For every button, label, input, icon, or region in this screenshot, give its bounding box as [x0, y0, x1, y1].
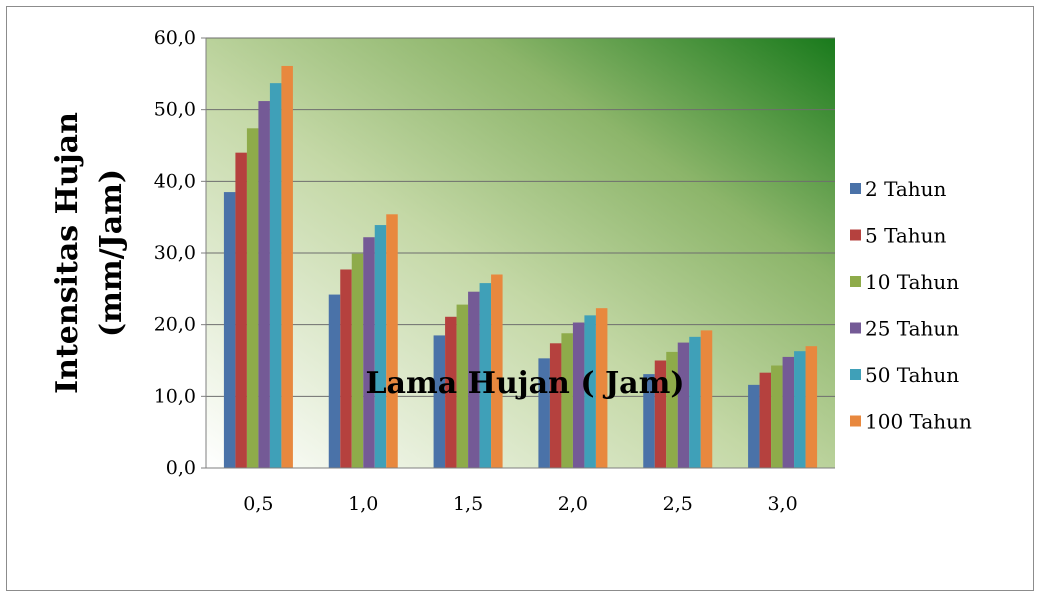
bar — [643, 374, 655, 468]
x-tick-label: 2,0 — [558, 493, 588, 515]
x-tick-label: 2,5 — [663, 493, 693, 515]
legend-label: 100 Tahun — [865, 410, 972, 434]
legend-label: 10 Tahun — [865, 270, 959, 294]
bar — [654, 360, 667, 468]
bar — [748, 384, 760, 468]
bar — [328, 294, 341, 468]
bar — [584, 315, 596, 468]
bar — [491, 274, 503, 468]
bars — [223, 65, 818, 469]
bar — [561, 333, 573, 468]
legend-swatch — [850, 415, 861, 427]
y-tick-label: 20,0 — [154, 314, 196, 336]
y-axis-title-line2: (mm/Jam) — [94, 169, 129, 337]
y-tick-label: 30,0 — [154, 242, 196, 264]
bar — [549, 343, 562, 468]
bar — [805, 346, 818, 468]
legend: 2 Tahun 5 Tahun 10 Tahun 25 Tahun 50 Tahun 10… — [850, 177, 972, 434]
bar — [433, 335, 446, 468]
x-tick-label: 3,0 — [767, 493, 797, 515]
bar — [572, 322, 585, 468]
bar — [677, 342, 690, 468]
bar — [666, 351, 678, 468]
x-axis-title: Lama Hujan ( Jam) — [365, 366, 684, 401]
bar — [269, 83, 282, 469]
bar — [351, 253, 364, 468]
bar — [468, 291, 480, 468]
legend-label: 25 Tahun — [865, 317, 959, 341]
bar — [340, 269, 352, 468]
bar — [246, 128, 259, 469]
bar — [445, 316, 457, 468]
x-tick-label: 1,0 — [348, 493, 378, 515]
bar — [759, 372, 772, 468]
x-tick-label: 0,5 — [243, 493, 273, 515]
bar — [281, 65, 293, 468]
y-axis-title-line1: Intensitas Hujan — [50, 112, 85, 394]
bar — [374, 225, 387, 468]
bar — [538, 358, 550, 468]
bar — [363, 237, 375, 468]
bar — [223, 192, 236, 469]
bar — [456, 304, 469, 468]
x-tick-labels: 0,5 1,0 1,5 2,0 2,5 3,0 — [243, 493, 797, 515]
legend-swatch — [850, 183, 861, 194]
bar — [782, 356, 795, 468]
bar — [794, 351, 806, 468]
bar — [595, 308, 608, 468]
bar — [689, 336, 701, 468]
x-tick-label: 1,5 — [453, 493, 483, 515]
bar — [386, 214, 398, 468]
legend-label: 2 Tahun — [865, 177, 947, 201]
y-tick-label: 0,0 — [166, 457, 196, 479]
bar — [700, 330, 713, 468]
legend-swatch — [850, 276, 861, 287]
legend-swatch — [850, 229, 861, 241]
legend-label: 50 Tahun — [865, 363, 959, 387]
y-tick-labels: 0,0 10,0 20,0 30,0 40,0 50,0 60,0 — [154, 27, 196, 479]
y-tick-label: 10,0 — [154, 385, 196, 407]
bar — [258, 101, 270, 469]
y-tick-label: 40,0 — [154, 170, 196, 192]
bar — [479, 283, 492, 468]
gridlines — [201, 37, 835, 469]
legend-label: 5 Tahun — [865, 224, 947, 248]
legend-swatch — [850, 322, 861, 334]
y-tick-label: 50,0 — [154, 99, 196, 121]
bar — [235, 152, 247, 468]
bar — [771, 365, 783, 468]
legend-swatch — [850, 369, 861, 380]
y-tick-label: 60,0 — [154, 27, 196, 49]
axes — [205, 38, 835, 469]
